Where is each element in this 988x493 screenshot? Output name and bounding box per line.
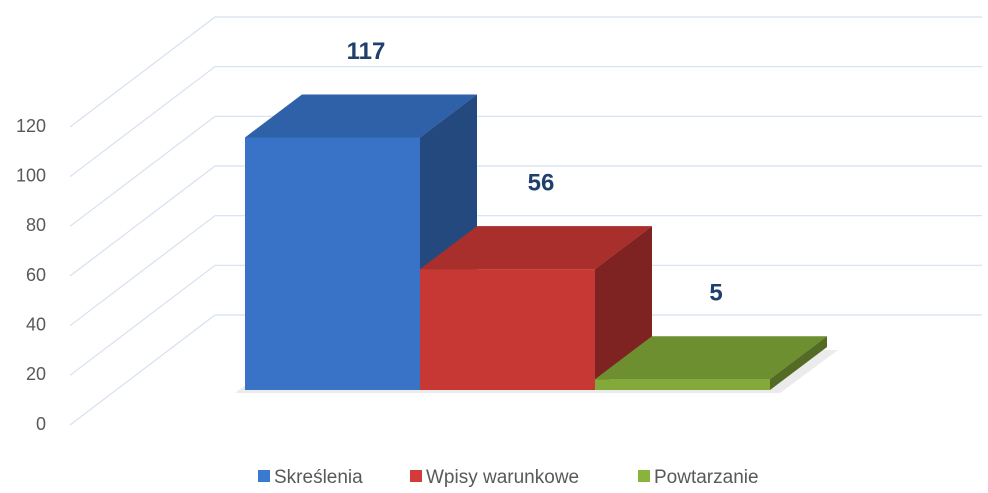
grid-line: [69, 314, 982, 426]
bar-top-shade: [245, 94, 477, 138]
y-tick-label: 60: [26, 265, 46, 285]
bar-side: [770, 336, 827, 390]
y-tick-label: 20: [26, 364, 46, 384]
bar-top-shade: [595, 336, 827, 380]
y-tick-label: 120: [16, 116, 46, 136]
y-tick-label: 0: [36, 414, 46, 434]
grid-line: [69, 165, 982, 277]
legend-swatch: [410, 470, 422, 482]
bar-top: [595, 336, 827, 380]
legend-swatch: [638, 470, 650, 482]
grid-line: [69, 16, 982, 128]
value-label: 56: [528, 169, 555, 196]
bar-front: [595, 379, 770, 390]
bar-top-shade: [420, 226, 652, 270]
bar-shade: [245, 137, 420, 390]
grid-line: [69, 215, 982, 327]
grid-line: [69, 66, 982, 178]
legend-label: Skreślenia: [274, 467, 363, 488]
legend-swatch: [258, 470, 270, 482]
y-tick-label: 100: [16, 165, 46, 185]
grid-line: [69, 115, 982, 227]
bar-side-shade: [770, 336, 827, 390]
value-label: 5: [709, 280, 722, 307]
value-label: 117: [347, 38, 386, 65]
y-tick-label: 80: [26, 215, 46, 235]
y-tick-label: 40: [26, 314, 46, 334]
legend-label: Wpisy warunkowe: [426, 467, 579, 488]
bar-front: [245, 137, 420, 390]
bar-top: [245, 94, 477, 138]
grid-line: [69, 264, 982, 376]
bar: [595, 336, 827, 390]
bar-top: [420, 226, 652, 270]
legend-label: Powtarzanie: [654, 467, 759, 488]
bar: [420, 226, 652, 390]
bar-shade: [595, 379, 770, 390]
bar-front: [420, 269, 595, 390]
bar-shade: [420, 269, 595, 390]
